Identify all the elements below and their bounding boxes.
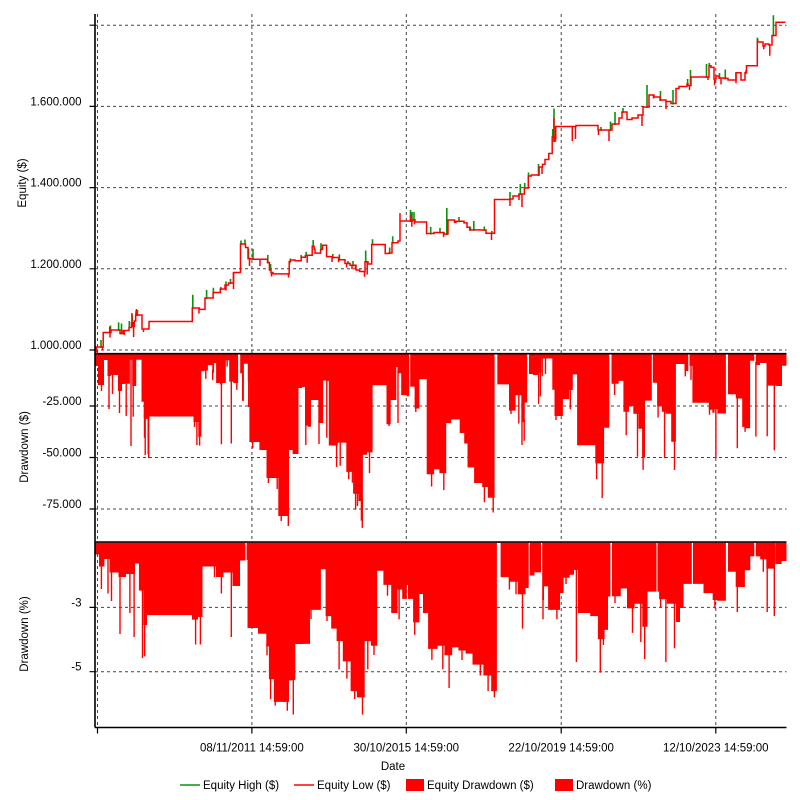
- svg-text:12/10/2023 14:59:00: 12/10/2023 14:59:00: [663, 743, 769, 755]
- svg-text:Equity ($): Equity ($): [17, 158, 29, 207]
- svg-text:Equity Drawdown ($): Equity Drawdown ($): [427, 780, 534, 792]
- svg-text:1.200.000: 1.200.000: [30, 259, 81, 271]
- svg-text:-5: -5: [71, 662, 81, 674]
- svg-text:Equity Low ($): Equity Low ($): [317, 780, 391, 792]
- svg-text:1.000.000: 1.000.000: [30, 340, 81, 352]
- svg-text:-3: -3: [71, 597, 81, 609]
- svg-text:-50.000: -50.000: [42, 448, 81, 460]
- svg-text:1.400.000: 1.400.000: [30, 178, 81, 190]
- svg-text:Drawdown (%): Drawdown (%): [576, 780, 652, 792]
- svg-text:22/10/2019 14:59:00: 22/10/2019 14:59:00: [508, 743, 614, 755]
- svg-text:Drawdown (%): Drawdown (%): [19, 596, 31, 672]
- svg-text:Date: Date: [381, 761, 405, 773]
- svg-text:1.600.000: 1.600.000: [30, 96, 81, 108]
- svg-text:-25.000: -25.000: [42, 396, 81, 408]
- svg-text:Equity High ($): Equity High ($): [203, 780, 279, 792]
- svg-text:08/11/2011 14:59:00: 08/11/2011 14:59:00: [200, 743, 304, 755]
- svg-text:30/10/2015 14:59:00: 30/10/2015 14:59:00: [354, 743, 460, 755]
- svg-text:-75.000: -75.000: [42, 499, 81, 511]
- svg-text:Drawdown ($): Drawdown ($): [19, 411, 31, 483]
